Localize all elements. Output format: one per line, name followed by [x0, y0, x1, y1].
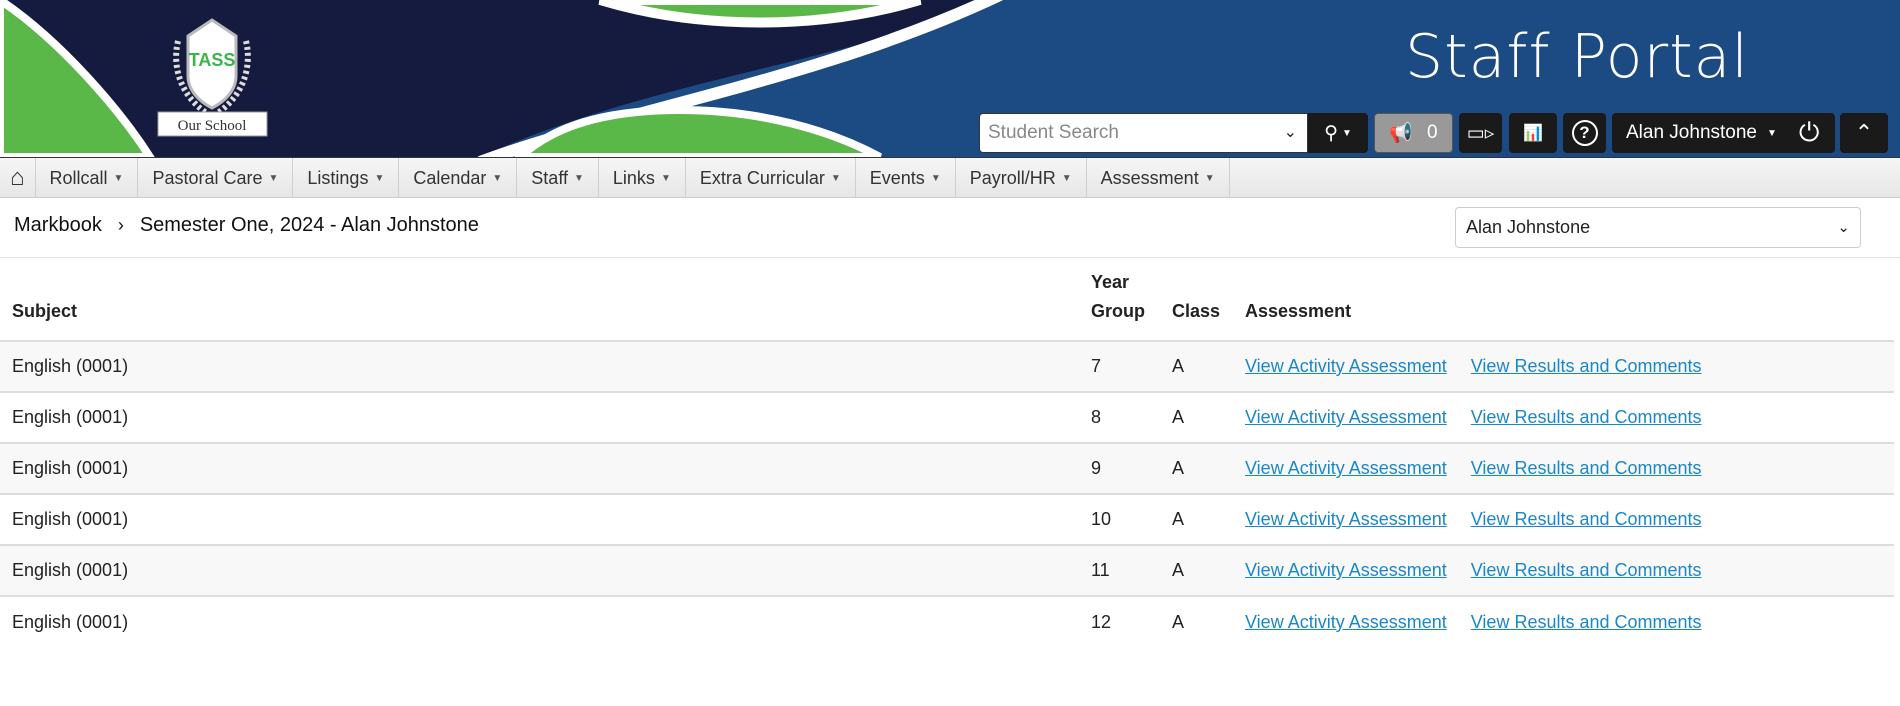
video-button[interactable]: ▭▹ [1459, 113, 1502, 153]
view-results-comments-link[interactable]: View Results and Comments [1470, 509, 1702, 529]
analytics-button[interactable]: 📊 [1509, 113, 1557, 153]
chart-icon: 📊 [1523, 125, 1543, 142]
cell-class: A [1160, 544, 1233, 596]
header-year-group: Year Group [1091, 272, 1145, 321]
view-results-comments-link[interactable]: View Results and Comments [1470, 611, 1702, 632]
view-activity-assessment-link[interactable]: View Activity Assessment [1245, 509, 1447, 529]
cell-year: 8 [1079, 391, 1160, 443]
header-class: Class [1172, 301, 1221, 321]
user-name: Alan Johnstone [1626, 122, 1757, 143]
table-row: English (0001) 11 A View Activity Assess… [0, 544, 1894, 596]
cell-assessment: View Activity Assessment View Results and… [1233, 544, 1894, 596]
staff-select[interactable]: Alan Johnstone ⌄ [1455, 207, 1861, 248]
chevron-up-icon: ⌃ [1854, 120, 1874, 145]
table-row: English (0001) 9 A View Activity Assessm… [0, 442, 1894, 494]
power-icon[interactable]: ⏻ [1798, 117, 1820, 147]
view-activity-assessment-link[interactable]: View Activity Assessment [1245, 611, 1447, 632]
subjects-table: Subject Year Group Class Assessment Engli… [0, 268, 1894, 647]
portal-title: Staff Portal [1405, 22, 1750, 92]
header-assessment: Assessment [1245, 301, 1352, 321]
nav-calendar[interactable]: Calendar ▼ [399, 158, 518, 198]
nav-pastoral-care[interactable]: Pastoral Care ▼ [138, 158, 294, 198]
user-menu-button[interactable]: Alan Johnstone ▼ ⏻ [1612, 113, 1835, 153]
view-activity-assessment-link[interactable]: View Activity Assessment [1245, 458, 1447, 478]
nav-events[interactable]: Events ▼ [856, 158, 956, 198]
view-activity-assessment-link[interactable]: View Activity Assessment [1245, 356, 1447, 376]
cell-class: A [1160, 340, 1233, 392]
cell-assessment: View Activity Assessment View Results and… [1233, 442, 1894, 494]
nav-links[interactable]: Links ▼ [599, 158, 686, 198]
collapse-header-button[interactable]: ⌃ [1840, 113, 1888, 153]
school-logo: TASS Our School [150, 16, 275, 140]
cell-year: 10 [1079, 493, 1160, 545]
cell-subject: English (0001) [0, 442, 1079, 494]
chevron-right-icon: › [117, 215, 124, 235]
header-banner: TASS Our School Staff Portal [0, 0, 1900, 157]
view-results-comments-link[interactable]: View Results and Comments [1470, 407, 1702, 427]
cell-class: A [1160, 442, 1233, 494]
table-row: English (0001) 7 A View Activity Assessm… [0, 340, 1894, 392]
cell-subject: English (0001) [0, 340, 1079, 392]
svg-text:TASS: TASS [189, 50, 236, 70]
chevron-down-icon: ⌄ [1837, 219, 1850, 236]
cell-subject: English (0001) [0, 493, 1079, 545]
cell-year: 9 [1079, 442, 1160, 494]
cell-year: 7 [1079, 340, 1160, 392]
table-row: English (0001) 8 A View Activity Assessm… [0, 391, 1894, 443]
breadcrumb-current: Semester One, 2024 - Alan Johnstone [139, 214, 479, 236]
cell-class: A [1160, 391, 1233, 443]
cell-subject: English (0001) [0, 544, 1079, 596]
main-nav: ⌂ Rollcall ▼ Pastoral Care ▼ Listings ▼ Cal… [0, 157, 1900, 198]
nav-listings[interactable]: Listings ▼ [293, 158, 400, 198]
chevron-down-icon: ⌄ [1283, 124, 1297, 141]
cell-year: 11 [1079, 544, 1160, 596]
help-button[interactable]: ? [1563, 113, 1606, 153]
header-subject: Subject [12, 301, 78, 321]
cell-subject: English (0001) [0, 595, 1079, 647]
breadcrumb: Markbook › Semester One, 2024 - Alan Joh… [14, 214, 479, 237]
nav-extra-curricular[interactable]: Extra Curricular ▼ [686, 158, 856, 198]
table-row: English (0001) 10 A View Activity Assess… [0, 493, 1894, 545]
cell-class: A [1160, 493, 1233, 545]
search-button[interactable]: ⚲ ▼ [1308, 113, 1368, 153]
view-results-comments-link[interactable]: View Results and Comments [1470, 356, 1702, 376]
banner-background [0, 0, 1900, 157]
staff-select-value: Alan Johnstone [1466, 217, 1591, 237]
nav-rollcall[interactable]: Rollcall ▼ [36, 158, 139, 198]
svg-text:Our School: Our School [178, 118, 247, 134]
nav-staff[interactable]: Staff ▼ [517, 158, 599, 198]
cell-year: 12 [1079, 595, 1160, 647]
cell-assessment: View Activity Assessment View Results and… [1233, 340, 1894, 392]
cell-subject: English (0001) [0, 391, 1079, 443]
cell-assessment: View Activity Assessment View Results and… [1233, 595, 1894, 647]
view-activity-assessment-link[interactable]: View Activity Assessment [1245, 560, 1447, 580]
search-placeholder: Student Search [988, 122, 1119, 143]
nav-payroll-hr[interactable]: Payroll/HR ▼ [956, 158, 1087, 198]
notifications-button[interactable]: 📢 0 [1374, 113, 1453, 153]
search-icon: ⚲ [1324, 122, 1338, 144]
nav-assessment[interactable]: Assessment ▼ [1087, 158, 1230, 198]
table-row: English (0001) 12 A View Activity Assess… [0, 595, 1894, 647]
student-search-input[interactable]: Student Search ⌄ [979, 113, 1308, 153]
video-icon: ▭▹ [1466, 122, 1495, 144]
divider [0, 257, 1900, 258]
home-icon[interactable]: ⌂ [0, 158, 36, 198]
view-activity-assessment-link[interactable]: View Activity Assessment [1245, 407, 1447, 427]
cell-assessment: View Activity Assessment View Results and… [1233, 493, 1894, 545]
help-icon: ? [1571, 120, 1598, 146]
megaphone-icon: 📢 [1389, 123, 1414, 144]
cell-class: A [1160, 595, 1233, 647]
breadcrumb-markbook[interactable]: Markbook [14, 214, 102, 236]
notification-count: 0 [1427, 122, 1438, 143]
view-results-comments-link[interactable]: View Results and Comments [1470, 458, 1702, 478]
view-results-comments-link[interactable]: View Results and Comments [1470, 560, 1702, 580]
cell-assessment: View Activity Assessment View Results and… [1233, 391, 1894, 443]
